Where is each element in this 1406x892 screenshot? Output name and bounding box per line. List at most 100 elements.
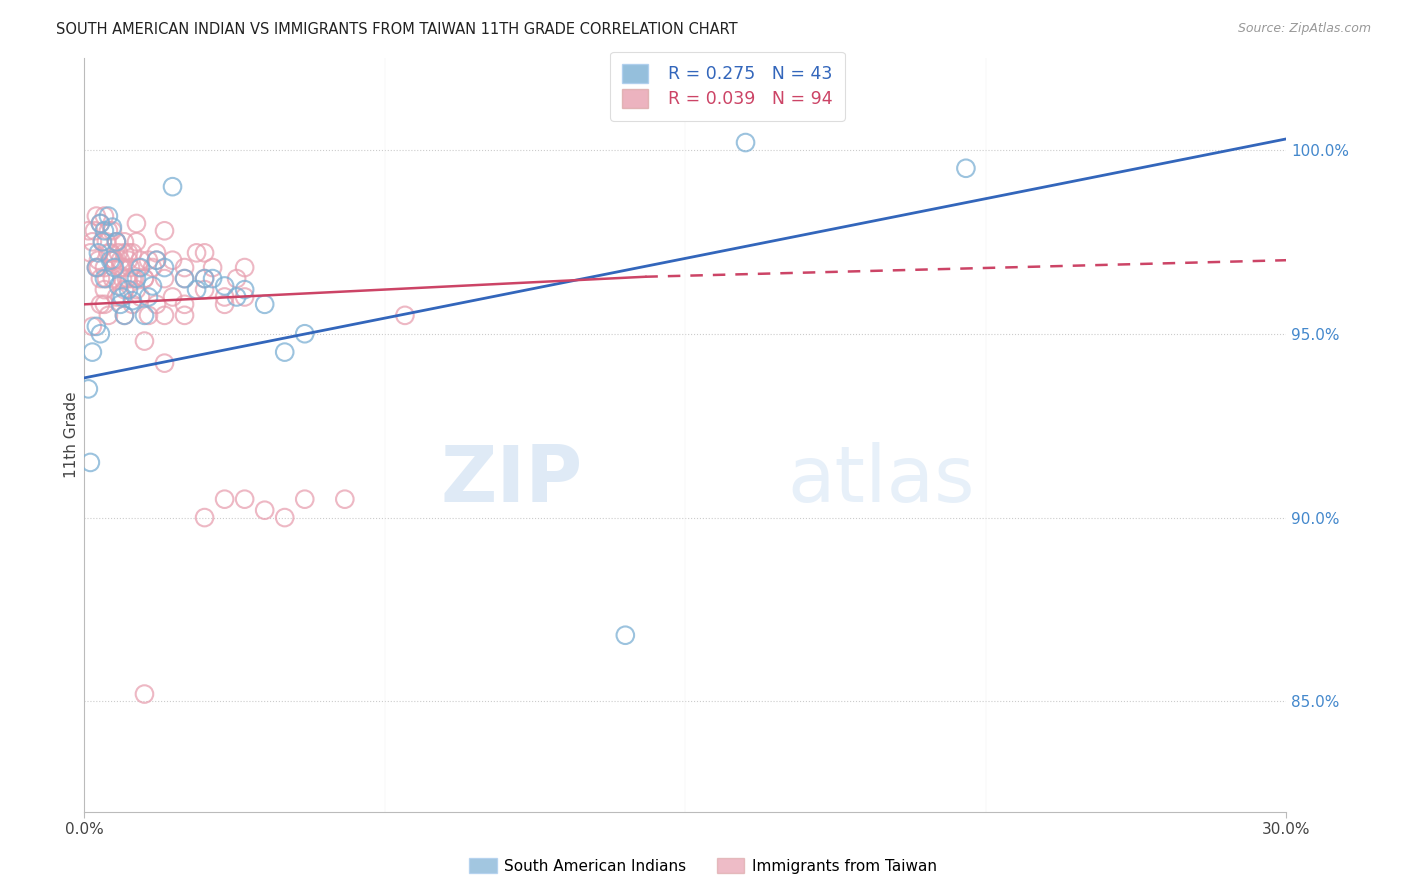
Point [125,216,148,230]
Point [125,283,148,297]
Point [121,297,143,311]
Point [194,510,217,524]
Point [145,253,167,268]
Point [145,297,167,311]
Point [162,253,184,268]
Point [121,271,143,285]
Point [114,309,135,323]
Point [97,245,120,260]
Point [614,628,637,642]
Point [124,271,146,285]
Point [114,245,135,260]
Point [100,245,122,260]
Point [274,345,297,359]
Point [162,290,184,304]
Point [105,290,128,304]
Point [214,297,236,311]
Point [111,260,134,275]
Point [77,224,100,238]
Point [100,253,122,268]
Point [117,245,139,260]
Point [194,271,217,285]
Point [107,279,129,293]
Y-axis label: 11th Grade: 11th Grade [63,392,79,478]
Point [87,253,110,268]
Point [97,224,120,238]
Point [134,309,156,323]
Point [110,290,132,304]
Point [87,245,110,260]
Point [89,216,111,230]
Point [97,209,120,223]
Point [93,224,115,238]
Point [83,224,105,238]
Point [101,253,124,268]
Point [294,492,316,507]
Point [79,455,101,469]
Point [97,309,120,323]
Point [86,319,108,334]
Point [129,290,152,304]
Point [173,271,195,285]
Point [111,290,134,304]
Point [82,319,104,334]
Point [138,290,160,304]
Point [253,503,276,517]
Point [114,309,135,323]
Point [114,283,135,297]
Point [134,334,156,348]
Point [77,382,100,396]
Point [233,283,256,297]
Point [138,253,160,268]
Point [134,271,156,285]
Point [214,492,236,507]
Point [101,220,124,235]
Point [214,290,236,304]
Point [141,260,163,275]
Text: Source: ZipAtlas.com: Source: ZipAtlas.com [1237,22,1371,36]
Point [103,253,125,268]
Point [233,290,256,304]
Point [121,293,143,308]
Point [394,309,416,323]
Point [82,345,104,359]
Point [125,235,148,249]
Point [186,283,208,297]
Point [86,260,108,275]
Point [114,235,135,249]
Point [93,260,115,275]
Point [134,687,156,701]
Point [101,224,124,238]
Point [153,309,176,323]
Point [153,356,176,370]
Point [201,260,224,275]
Point [107,245,129,260]
Point [103,260,125,275]
Point [93,209,115,223]
Point [129,253,152,268]
Point [253,297,276,311]
Point [89,271,111,285]
Point [120,260,142,275]
Point [111,271,134,285]
Point [121,245,143,260]
Point [734,136,756,150]
Point [86,260,108,275]
Text: ZIP: ZIP [441,442,583,518]
Point [87,260,110,275]
Point [127,260,149,275]
Point [173,309,195,323]
Point [117,271,139,285]
Point [110,253,132,268]
Point [110,260,132,275]
Point [145,253,167,268]
Point [153,271,176,285]
Point [186,245,208,260]
Point [93,297,115,311]
Point [115,271,138,285]
Point [82,235,104,249]
Point [86,209,108,223]
Point [194,271,217,285]
Point [955,161,977,176]
Legend:   R = 0.275   N = 43,   R = 0.039   N = 94: R = 0.275 N = 43, R = 0.039 N = 94 [610,52,845,120]
